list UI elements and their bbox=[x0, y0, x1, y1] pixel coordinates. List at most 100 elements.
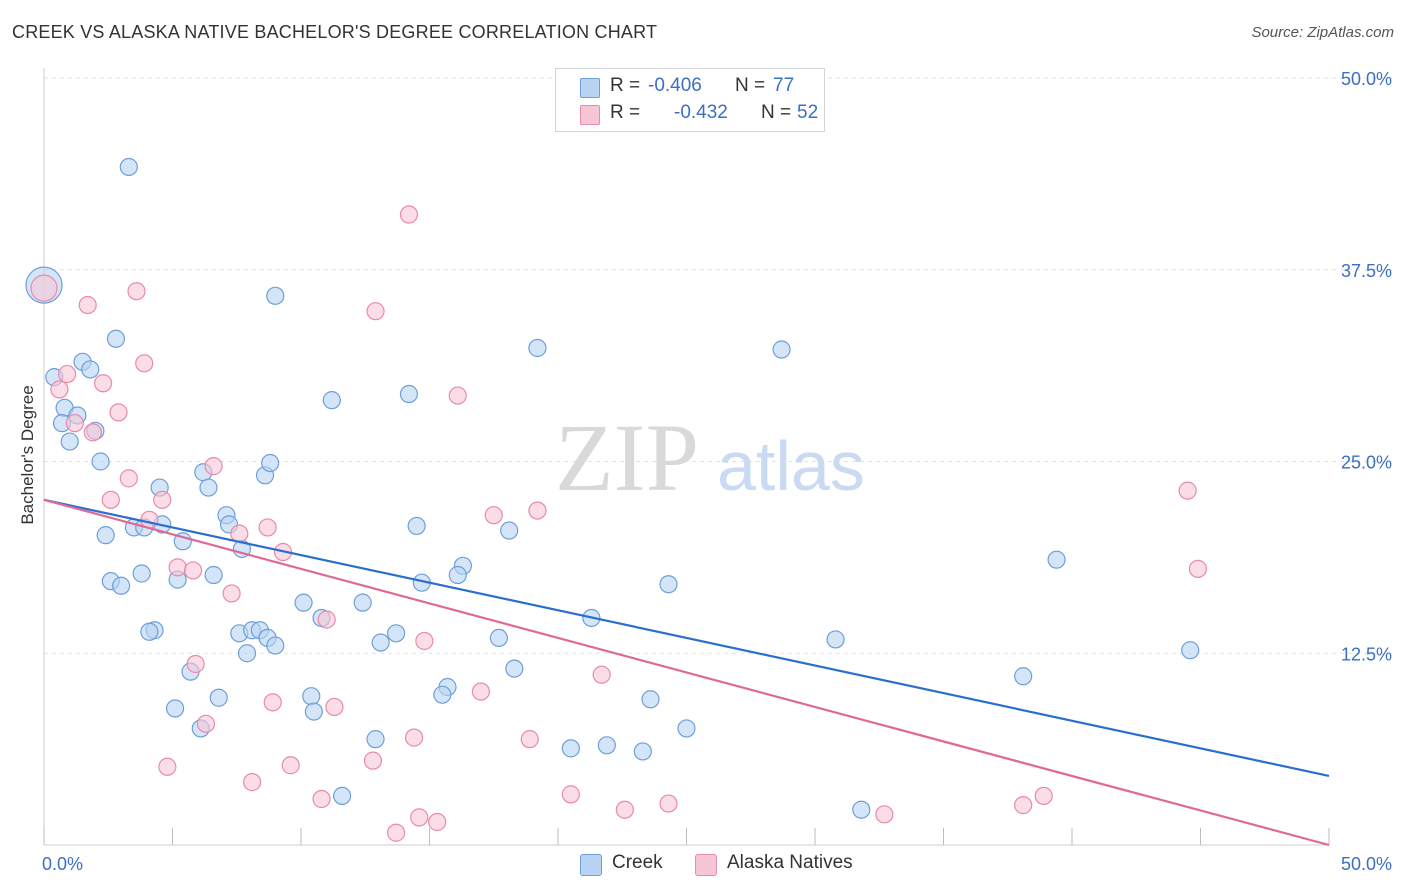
alaska-point-13 bbox=[204, 457, 223, 476]
alaska-point-5 bbox=[135, 354, 154, 373]
creek-point-11 bbox=[91, 452, 110, 471]
creek-point-15 bbox=[528, 338, 547, 358]
creek-point-72 bbox=[333, 786, 352, 806]
bottom-alaska-swatch bbox=[695, 854, 717, 876]
creek-point-56 bbox=[826, 630, 845, 649]
creek-point-74 bbox=[1047, 550, 1066, 569]
creek-point-2 bbox=[119, 157, 138, 177]
creek-point-64 bbox=[165, 699, 185, 718]
alaska-point-9 bbox=[448, 386, 467, 405]
alaska-point-8 bbox=[94, 374, 113, 393]
y-tick-label-1: 25.0% bbox=[1341, 453, 1392, 473]
creek-point-5 bbox=[81, 360, 100, 379]
alaska-point-20 bbox=[258, 518, 277, 537]
creek-point-68 bbox=[366, 730, 385, 749]
creek-point-76 bbox=[1181, 641, 1200, 660]
alaska-point-27 bbox=[415, 631, 434, 651]
creek-point-16 bbox=[772, 340, 791, 359]
alaska-n-value: 52 bbox=[797, 102, 819, 123]
creek-point-42 bbox=[353, 593, 372, 612]
creek-r-label: R = bbox=[610, 75, 641, 96]
creek-point-10 bbox=[60, 432, 79, 451]
bottom-alaska-label: Alaska Natives bbox=[727, 852, 853, 873]
creek-r-value: -0.406 bbox=[648, 75, 702, 96]
watermark-zip: ZIP bbox=[555, 404, 699, 511]
creek-point-55 bbox=[489, 628, 508, 648]
chart-title: CREEK VS ALASKA NATIVE BACHELOR'S DEGREE… bbox=[12, 22, 658, 42]
alaska-point-4 bbox=[399, 205, 419, 224]
watermark: ZIP atlas bbox=[555, 404, 865, 511]
creek-point-54 bbox=[386, 624, 406, 643]
alaska-point-29 bbox=[592, 665, 611, 684]
alaska-point-15 bbox=[153, 490, 172, 509]
alaska-point-28 bbox=[186, 654, 205, 674]
alaska-point-0 bbox=[30, 274, 58, 302]
alaska-point-3 bbox=[366, 302, 385, 321]
creek-point-20 bbox=[96, 526, 115, 545]
alaska-point-35 bbox=[520, 730, 539, 749]
alaska-point-47 bbox=[875, 805, 894, 824]
creek-trend-line bbox=[43, 498, 1330, 778]
alaska-point-42 bbox=[410, 808, 429, 827]
creek-point-33 bbox=[448, 565, 467, 585]
creek-point-23 bbox=[199, 478, 218, 497]
alaska-point-18 bbox=[484, 506, 503, 525]
alaska-point-10 bbox=[109, 403, 128, 422]
bottom-creek-label: Creek bbox=[612, 852, 663, 873]
creek-point-73 bbox=[852, 800, 871, 819]
creek-point-75 bbox=[1014, 667, 1033, 686]
alaska-point-34 bbox=[404, 728, 424, 747]
y-tick-label-3: 50.0% bbox=[1341, 69, 1392, 89]
alaska-point-32 bbox=[325, 697, 344, 717]
creek-point-51 bbox=[266, 636, 285, 655]
alaska-point-6 bbox=[58, 364, 77, 384]
creek-point-60 bbox=[433, 685, 452, 704]
alaska-point-37 bbox=[243, 773, 262, 792]
creek-point-66 bbox=[641, 690, 660, 709]
alaska-point-38 bbox=[281, 756, 300, 775]
creek-point-53 bbox=[371, 633, 390, 652]
creek-point-62 bbox=[302, 687, 321, 706]
trend-lines bbox=[43, 498, 1330, 847]
alaska-point-33 bbox=[196, 714, 216, 733]
creek-n-label: N = bbox=[735, 75, 766, 96]
alaska-point-41 bbox=[386, 823, 406, 842]
creek-point-58 bbox=[505, 659, 524, 678]
alaska-point-50 bbox=[1178, 481, 1197, 500]
creek-point-63 bbox=[304, 702, 323, 721]
alaska-point-51 bbox=[1188, 559, 1208, 578]
source-credit: Source: ZipAtlas.com bbox=[1251, 24, 1394, 41]
alaska-point-45 bbox=[615, 800, 634, 819]
alaska-r-value: -0.432 bbox=[674, 102, 728, 123]
alaska-point-39 bbox=[363, 751, 383, 770]
creek-point-31 bbox=[500, 521, 519, 540]
alaska-point-14 bbox=[119, 469, 138, 488]
alaska-point-12 bbox=[83, 423, 102, 442]
alaska-point-43 bbox=[428, 812, 447, 832]
alaska-point-11 bbox=[65, 414, 84, 433]
creek-point-52 bbox=[237, 644, 257, 663]
x-tick-label-max: 50.0% bbox=[1341, 854, 1392, 874]
alaska-points bbox=[30, 205, 1208, 842]
creek-point-13 bbox=[322, 391, 341, 410]
alaska-point-40 bbox=[312, 789, 331, 809]
y-axis-label: Bachelor's Degree bbox=[18, 385, 37, 524]
axes bbox=[43, 68, 1330, 846]
creek-point-12 bbox=[266, 286, 285, 305]
stats-legend: R = -0.406 N = 77 R = -0.432 N = 52 bbox=[555, 68, 825, 132]
alaska-point-31 bbox=[263, 693, 282, 712]
creek-swatch bbox=[580, 78, 600, 98]
alaska-point-30 bbox=[471, 682, 490, 701]
creek-point-30 bbox=[407, 516, 426, 536]
creek-point-14 bbox=[399, 384, 419, 404]
alaska-n-label: N = bbox=[761, 102, 792, 123]
creek-point-4 bbox=[106, 329, 126, 348]
alaska-point-2 bbox=[78, 295, 97, 315]
creek-point-70 bbox=[597, 736, 616, 755]
alaska-point-16 bbox=[101, 490, 120, 509]
alaska-trend-line bbox=[43, 498, 1330, 847]
x-tick-label-min: 0.0% bbox=[42, 854, 83, 874]
alaska-point-48 bbox=[1014, 796, 1033, 815]
y-tick-label-0: 12.5% bbox=[1341, 644, 1392, 664]
